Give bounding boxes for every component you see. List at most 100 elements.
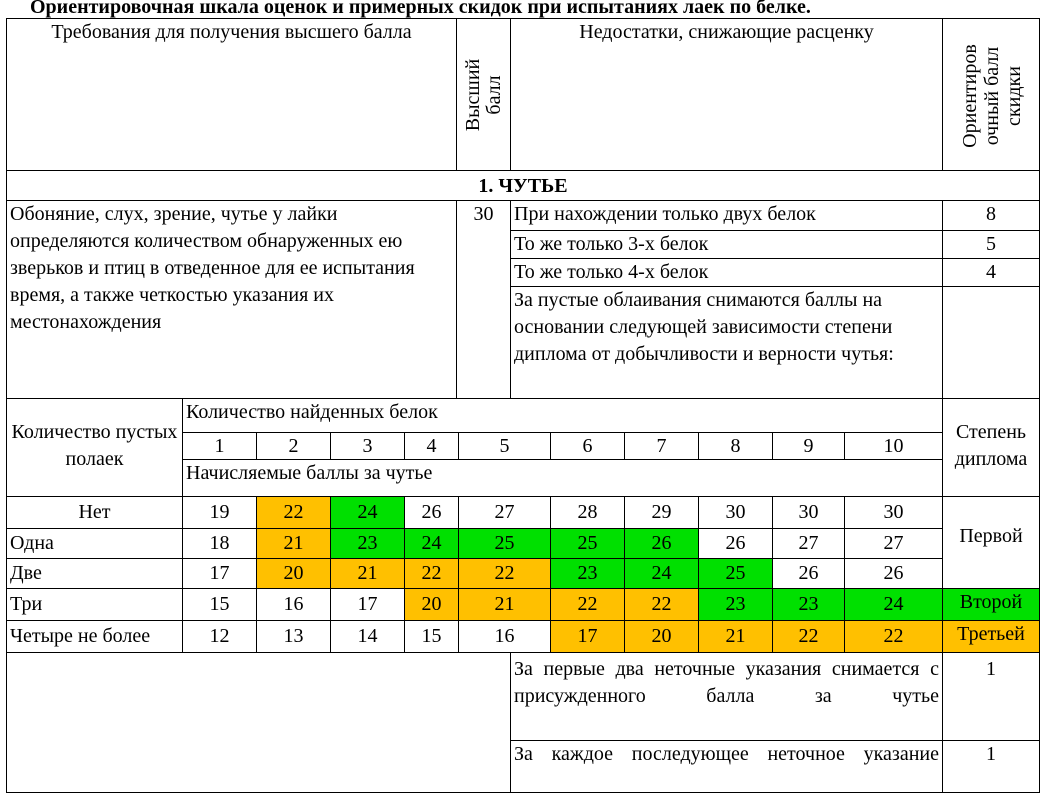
grid-score-cell: 20 (256, 558, 331, 589)
header-max-score: Высший балл (456, 18, 511, 171)
grid-score-cell: 16 (458, 620, 551, 653)
header-max-line1: Высший (462, 58, 484, 132)
max-score-value: 30 (456, 200, 511, 399)
grid-score-cell: 22 (844, 620, 943, 653)
inaccurate-row: За первые два неточные указания снимаетс… (510, 652, 943, 741)
defect-row: То же только 4-х белок (510, 258, 943, 287)
grid-score-cell: 23 (550, 558, 625, 589)
grid-score-cell: 20 (624, 620, 699, 653)
grid-score-cell: 13 (256, 620, 331, 653)
document-title: Ориентировочная шкала оценок и примерных… (30, 0, 811, 18)
grid-score-cell: 22 (404, 558, 459, 589)
diploma-first: Первой (942, 496, 1040, 589)
grid-score-cell: 28 (550, 496, 625, 529)
grid-score-cell: 29 (624, 496, 699, 529)
grid-score-cell: 25 (698, 558, 773, 589)
bottom-empty (6, 652, 511, 793)
grid-score-cell: 22 (550, 588, 625, 621)
grid-score-cell: 23 (772, 588, 845, 621)
grid-diploma-header-label: Степень диплома (954, 421, 1028, 470)
grid-score-cell: 30 (844, 496, 943, 529)
grid-score-cell: 26 (624, 528, 699, 559)
grid-score-cell: 24 (330, 496, 405, 529)
grid-column-number: 4 (404, 432, 459, 460)
defect-row: То же только 3-х белок (510, 230, 943, 259)
grid-score-cell: 21 (256, 528, 331, 559)
grid-score-cell: 21 (330, 558, 405, 589)
grid-score-cell: 19 (182, 496, 257, 529)
grid-scores-header: Начисляемые баллы за чутье (182, 459, 943, 497)
grid-score-cell: 22 (458, 558, 551, 589)
grid-score-cell: 20 (404, 588, 459, 621)
inaccurate-score: 1 (942, 740, 1040, 793)
grid-score-cell: 26 (404, 496, 459, 529)
grid-score-cell: 17 (330, 588, 405, 621)
grid-score-cell: 14 (330, 620, 405, 653)
header-requirements: Требования для получения высшего балла (6, 18, 457, 171)
grid-score-cell: 21 (698, 620, 773, 653)
diploma-second: Второй (942, 588, 1040, 621)
header-defects-label: Недостатки, снижающие расценку (579, 21, 874, 43)
grid-score-cell: 16 (256, 588, 331, 621)
grid-score-cell: 24 (404, 528, 459, 559)
inaccurate-score: 1 (942, 652, 1040, 741)
grid-column-number: 6 (550, 432, 625, 460)
grid-row-header-label: Количество пустых полаек (11, 421, 178, 470)
grid-row-label: Две (6, 558, 183, 589)
grid-score-cell: 18 (182, 528, 257, 559)
grid-row-label: Три (6, 588, 183, 621)
header-disc-line3: скидки (1003, 66, 1025, 126)
grid-score-cell: 22 (772, 620, 845, 653)
header-disc-line2: очный балл (981, 46, 1003, 146)
header-requirements-label: Требования для получения высшего балла (51, 21, 412, 43)
defect-row: При нахождении только двух белок (510, 200, 943, 231)
grid-diploma-header: Степень диплома (942, 398, 1040, 497)
grid-score-cell: 30 (772, 496, 845, 529)
grid-score-cell: 25 (550, 528, 625, 559)
grid-score-cell: 17 (182, 558, 257, 589)
empty-barks-note: За пустые облаивания снимаются баллы на … (510, 286, 943, 399)
grid-score-cell: 24 (624, 558, 699, 589)
grid-score-cell: 26 (772, 558, 845, 589)
grid-column-number: 5 (458, 432, 551, 460)
grid-score-cell: 25 (458, 528, 551, 559)
header-defects: Недостатки, снижающие расценку (510, 18, 943, 171)
grid-score-cell: 27 (772, 528, 845, 559)
grid-score-cell: 27 (844, 528, 943, 559)
grid-row-label: Нет (6, 496, 183, 529)
requirement-text: Обоняние, слух, зрение, чутье у лайки оп… (6, 200, 457, 399)
grid-score-cell: 26 (844, 558, 943, 589)
grid-score-cell: 21 (458, 588, 551, 621)
defect-score: 5 (942, 230, 1040, 259)
grid-score-cell: 12 (182, 620, 257, 653)
grid-score-cell: 15 (404, 620, 459, 653)
header-max-line2: балл (483, 75, 505, 115)
grid-found-header: Количество найденных белок (182, 398, 943, 433)
grid-column-number: 7 (624, 432, 699, 460)
empty-barks-score (942, 286, 1040, 399)
grid-score-cell: 23 (330, 528, 405, 559)
defect-score: 8 (942, 200, 1040, 231)
inaccurate-row: За каждое последующее неточное указание (510, 740, 943, 793)
defect-score: 4 (942, 258, 1040, 287)
grid-score-cell: 17 (550, 620, 625, 653)
grid-row-label: Одна (6, 528, 183, 559)
grid-column-number: 1 (182, 432, 257, 460)
grid-score-cell: 26 (698, 528, 773, 559)
grid-column-number: 9 (772, 432, 845, 460)
grid-score-cell: 24 (844, 588, 943, 621)
diploma-third: Третьей (942, 620, 1040, 653)
grid-score-cell: 22 (624, 588, 699, 621)
header-discount: Ориентиров очный балл скидки (942, 18, 1040, 171)
header-disc-line1: Ориентиров (959, 44, 981, 148)
grid-score-cell: 30 (698, 496, 773, 529)
grid-column-number: 2 (256, 432, 331, 460)
grid-row-header: Количество пустых полаек (6, 398, 183, 497)
grid-score-cell: 15 (182, 588, 257, 621)
grid-score-cell: 22 (256, 496, 331, 529)
grid-column-number: 3 (330, 432, 405, 460)
grid-score-cell: 27 (458, 496, 551, 529)
grid-column-number: 10 (844, 432, 943, 460)
grid-row-label: Четыре не более (6, 620, 183, 653)
section-title: 1. ЧУТЬЕ (6, 170, 1040, 201)
